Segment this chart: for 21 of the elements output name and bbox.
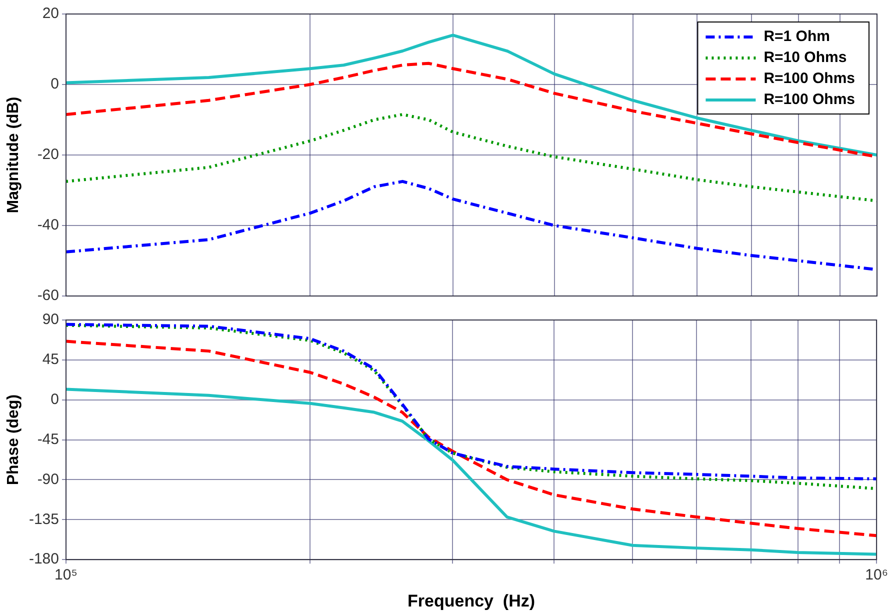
y-axis-title: Magnitude (dB) [5,96,22,214]
legend-label: R=1 Ohm [764,28,830,46]
y-tick-label: -135 [28,510,59,528]
legend-label: R=10 Ohms [764,49,847,66]
y-tick-label: -90 [37,470,59,488]
x-tick-label: 10⁵ [54,566,78,584]
x-tick-label: 10⁶ [865,566,888,584]
y-tick-label: 0 [50,76,59,93]
y-tick-label: 0 [50,391,59,408]
y-tick-label: 20 [42,5,59,22]
y-tick-label: -45 [37,430,59,448]
x-axis-title: Frequency (Hz) [408,591,536,610]
y-tick-label: -40 [37,216,59,234]
legend-label: R=100 Ohms [764,70,855,88]
y-tick-label: -60 [37,287,59,304]
y-tick-label: 45 [42,351,59,368]
y-axis-title: Phase (deg) [5,394,22,486]
y-tick-label: -20 [37,146,59,164]
y-tick-label: 90 [42,311,59,328]
legend-label: R=100 Ohms [764,91,855,108]
y-tick-label: -180 [28,550,59,568]
